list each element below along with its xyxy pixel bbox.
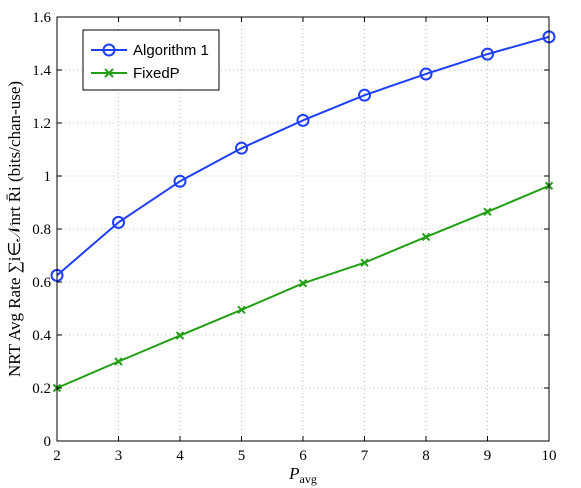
- x-tick-label: 2: [53, 448, 61, 464]
- y-tick-label: 0: [44, 434, 52, 450]
- x-axis-label: Pavg: [288, 464, 317, 486]
- data-point-x: [237, 305, 246, 315]
- data-point-x: [483, 207, 492, 216]
- legend-entry-algorithm-1: Algorithm 1: [91, 42, 209, 59]
- x-tick-label: 10: [542, 448, 557, 464]
- x-tick-label: 4: [176, 448, 184, 464]
- data-point-x: [360, 258, 369, 267]
- y-tick-label: 0.2: [32, 381, 51, 397]
- y-tick-label: 0.8: [32, 222, 51, 238]
- y-tick-label: 1.6: [32, 10, 51, 26]
- data-point-x: [421, 232, 431, 242]
- data-series: [50, 30, 556, 393]
- data-point-circle: [419, 67, 433, 81]
- data-point-x: [298, 279, 308, 288]
- y-tick-labels: 0 0.2 0.4 0.6 0.8 1 1.2 1.4 1.6: [32, 10, 51, 450]
- y-axis-label: NRT Avg Rate ∑i∈𝒩nrt R̄i (bits/chan-use): [5, 81, 24, 377]
- x-tick-label: 9: [484, 448, 492, 464]
- data-point-circle: [112, 215, 125, 229]
- legend-label-algorithm-1: Algorithm 1: [133, 42, 209, 59]
- y-tick-label: 0.4: [32, 328, 51, 344]
- x-axis-label-sub: avg: [300, 472, 317, 486]
- data-point-circle: [358, 88, 371, 102]
- data-point-circle: [481, 47, 494, 61]
- data-point-circle: [173, 174, 187, 188]
- y-tick-label: 1.4: [32, 63, 51, 79]
- legend-label-fixedp: FixedP: [133, 65, 180, 82]
- x-tick-label: 8: [422, 448, 430, 464]
- y-tick-label: 1: [44, 169, 52, 185]
- legend-box: [82, 29, 220, 91]
- x-tick-label: 5: [238, 448, 246, 464]
- y-tick-label: 0.6: [32, 275, 51, 291]
- series-line-algorithm-1: [56, 35, 550, 277]
- y-tick-label: 1.2: [32, 116, 51, 132]
- legend-entry-fixedp: FixedP: [91, 65, 180, 82]
- legend-marker-algorithm-1: [102, 43, 116, 57]
- legend: Algorithm 1 FixedP: [82, 29, 220, 91]
- data-point-circle: [235, 141, 248, 155]
- grid-lines: [57, 17, 549, 441]
- axis-ticks: [56, 16, 550, 442]
- data-point-circle: [296, 113, 310, 127]
- legend-marker-fixedp: [104, 68, 114, 78]
- x-tick-label: 7: [361, 448, 369, 464]
- data-point-x: [114, 357, 123, 366]
- x-tick-label: 3: [115, 448, 123, 464]
- x-axis-label-main: P: [288, 464, 299, 483]
- x-tick-labels: 2 3 4 5 6 7 8 9 10: [53, 448, 556, 464]
- data-point-x: [175, 331, 185, 340]
- x-tick-label: 6: [299, 448, 307, 464]
